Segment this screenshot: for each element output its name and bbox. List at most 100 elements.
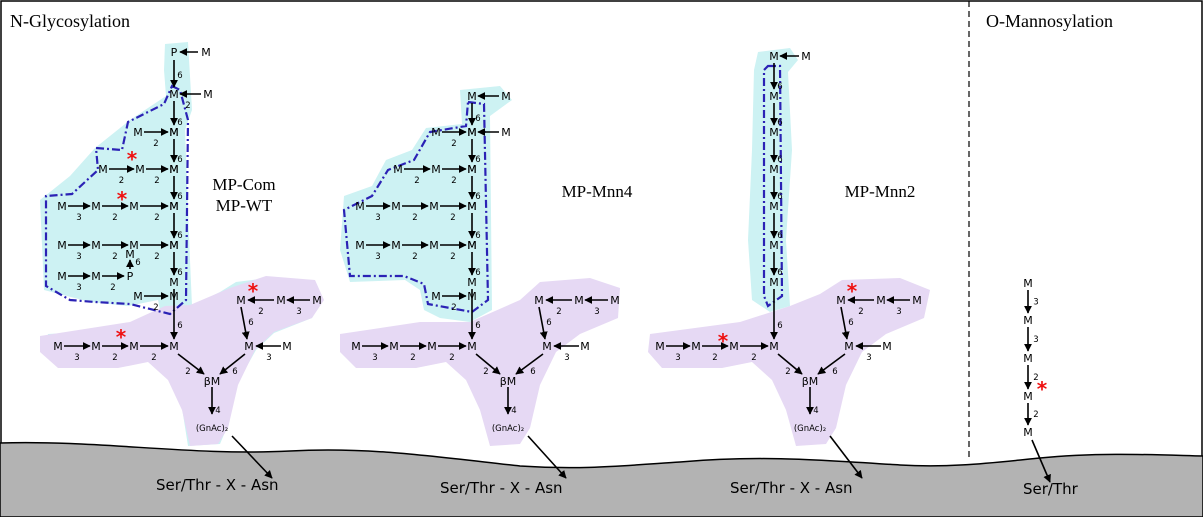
linkage-label: 2 bbox=[451, 176, 456, 186]
linkage-label: 2 bbox=[185, 101, 190, 111]
linkage-label: 2 bbox=[119, 176, 124, 186]
mannose-node-48: M bbox=[431, 163, 441, 176]
linkage-label: 2 bbox=[151, 353, 156, 363]
mannose-node-70: M bbox=[801, 50, 811, 63]
mannose-node-87: M bbox=[1023, 314, 1033, 327]
linkage-label: 6 bbox=[177, 268, 182, 278]
dashed-outline bbox=[762, 64, 784, 308]
mannose-node-31: M bbox=[169, 340, 179, 353]
mannose-node-88: M bbox=[1023, 352, 1033, 365]
o-mannosylation-title: O-Mannosylation bbox=[986, 11, 1113, 31]
core-region-3 bbox=[648, 278, 930, 446]
mannose-node-61: M bbox=[389, 340, 399, 353]
star-icon: * bbox=[116, 325, 127, 349]
star-icon: * bbox=[127, 147, 138, 171]
mannose-node-81: M bbox=[844, 340, 854, 353]
mannose-node-40: M bbox=[501, 126, 511, 139]
mannose-node-53: M bbox=[467, 200, 477, 213]
core-region-1 bbox=[40, 276, 324, 446]
linkage-label: 6 bbox=[475, 155, 480, 165]
mannose-node-6: M bbox=[169, 200, 179, 213]
linkage-label: 6 bbox=[177, 71, 182, 81]
mannose-node-35: M bbox=[276, 294, 286, 307]
mannose-node-21: M bbox=[169, 239, 179, 252]
mannose-node-62: M bbox=[427, 340, 437, 353]
star-icon: * bbox=[718, 329, 729, 353]
linkage-label: 2 bbox=[154, 213, 159, 223]
linkage-label: 2 bbox=[154, 176, 159, 186]
mannose-node-78: M bbox=[691, 340, 701, 353]
mannose-node-72: M bbox=[769, 126, 779, 139]
mannose-node-28: M bbox=[53, 340, 63, 353]
mannose-node-41: M bbox=[467, 163, 477, 176]
mannose-node-50: M bbox=[355, 200, 365, 213]
core-region-2 bbox=[340, 278, 620, 446]
linkage-label: 6 bbox=[475, 321, 480, 331]
linkage-label: 6 bbox=[475, 231, 480, 241]
star-icon: * bbox=[248, 279, 259, 303]
mannose-node-20: M bbox=[129, 239, 139, 252]
linkage-label: 3 bbox=[594, 307, 599, 317]
beta-mannose-node: βM bbox=[204, 375, 221, 388]
mannose-node-16: M bbox=[129, 200, 139, 213]
strain-label-mp-wt: MP-WT bbox=[216, 196, 273, 215]
linkage-arrow bbox=[219, 353, 246, 375]
linkage-label: 2 bbox=[414, 176, 419, 186]
mannose-node-37: M bbox=[467, 90, 477, 103]
gnac-core-node: (GnAc)₂ bbox=[794, 424, 826, 434]
mannose-node-18: M bbox=[57, 239, 67, 252]
mannose-node-77: M bbox=[655, 340, 665, 353]
mannose-node-76: M bbox=[769, 276, 779, 289]
mannose-node-14: M bbox=[57, 200, 67, 213]
mannose-node-19: M bbox=[91, 239, 101, 252]
beta-mannose-node: βM bbox=[500, 375, 517, 388]
mannose-node-8: M bbox=[169, 276, 179, 289]
mannose-node-42: M bbox=[467, 200, 477, 213]
linkage-label: 6 bbox=[777, 155, 782, 165]
strain-label-mp-com: MP-Com bbox=[212, 175, 275, 194]
linkage-label: 3 bbox=[375, 252, 380, 262]
linkage-label: 6 bbox=[832, 367, 837, 377]
mannose-node-73: M bbox=[769, 163, 779, 176]
linkage-arrow bbox=[538, 306, 548, 340]
linkage-label: 2 bbox=[451, 303, 456, 313]
linkage-label: 2 bbox=[153, 303, 158, 313]
linkage-label: 3 bbox=[76, 213, 81, 223]
mannose-node-33: M bbox=[282, 340, 292, 353]
linkage-label: 6 bbox=[248, 318, 253, 328]
linkage-label: 3 bbox=[564, 353, 569, 363]
linkage-label: 6 bbox=[177, 155, 182, 165]
linkage-arrow bbox=[829, 435, 863, 479]
mannose-node-12: M bbox=[135, 163, 145, 176]
linkage-label: 3 bbox=[76, 252, 81, 262]
linkage-label: 2 bbox=[412, 213, 417, 223]
linkage-label: 2 bbox=[1033, 373, 1038, 383]
mannose-node-4: M bbox=[169, 126, 179, 139]
mannose-node-79: M bbox=[729, 340, 739, 353]
linkage-label: 6 bbox=[135, 258, 140, 268]
linkage-label: 2 bbox=[112, 353, 117, 363]
mannose-node-5: M bbox=[169, 163, 179, 176]
linkage-label: 6 bbox=[177, 192, 182, 202]
mannose-node-39: M bbox=[467, 126, 477, 139]
mannose-node-11: M bbox=[98, 163, 108, 176]
linkage-label: 2 bbox=[449, 353, 454, 363]
linkage-label: 6 bbox=[777, 82, 782, 92]
mannose-node-32: M bbox=[244, 340, 254, 353]
mannose-node-13: M bbox=[169, 163, 179, 176]
linkage-label: 6 bbox=[777, 231, 782, 241]
mannose-node-29: M bbox=[91, 340, 101, 353]
linkage-label: 2 bbox=[258, 307, 263, 317]
linkage-label: 2 bbox=[712, 353, 717, 363]
mannose-node-82: M bbox=[882, 340, 892, 353]
linkage-label: 6 bbox=[530, 367, 535, 377]
mannose-node-55: M bbox=[391, 239, 401, 252]
linkage-label: 3 bbox=[74, 353, 79, 363]
mannose-node-26: M bbox=[133, 290, 143, 303]
phosphate-node-0: P bbox=[171, 46, 178, 59]
mannose-node-30: M bbox=[129, 340, 139, 353]
linkage-arrow bbox=[515, 353, 544, 375]
mannose-node-75: M bbox=[769, 239, 779, 252]
mannose-node-49: M bbox=[467, 163, 477, 176]
